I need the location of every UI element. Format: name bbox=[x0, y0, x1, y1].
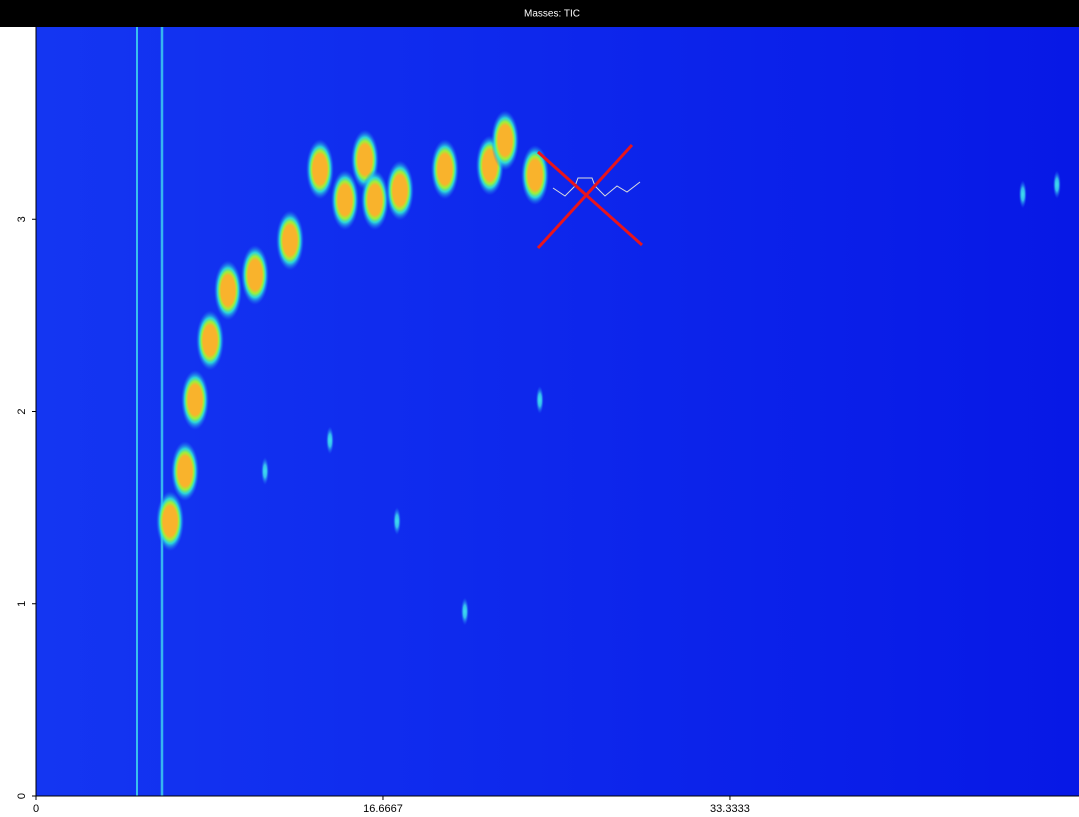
peak bbox=[330, 170, 359, 231]
peak bbox=[491, 110, 520, 171]
peak bbox=[1018, 180, 1027, 209]
peak bbox=[181, 369, 210, 430]
peak bbox=[1052, 170, 1061, 199]
x-tick-label: 33.3333 bbox=[710, 803, 750, 815]
peak bbox=[275, 210, 304, 271]
peak bbox=[156, 491, 185, 552]
peak bbox=[392, 507, 401, 536]
y-tick-label: 2 bbox=[16, 408, 28, 414]
title-bar bbox=[0, 0, 1079, 27]
peak bbox=[325, 426, 334, 455]
cross-line bbox=[536, 143, 634, 250]
peak bbox=[460, 597, 469, 626]
x-tick-label: 16.6667 bbox=[363, 803, 403, 815]
peak bbox=[261, 457, 270, 486]
chart-title: Masses: TIC bbox=[524, 9, 580, 20]
peak bbox=[360, 170, 389, 231]
peak bbox=[171, 441, 200, 502]
y-tick-label: 1 bbox=[16, 601, 28, 607]
peak bbox=[430, 139, 459, 200]
cross-line bbox=[537, 150, 643, 247]
peak bbox=[196, 310, 225, 371]
peak bbox=[385, 160, 414, 221]
marks bbox=[156, 110, 1061, 626]
annotation bbox=[536, 143, 643, 250]
y-tick-label: 0 bbox=[16, 793, 28, 799]
plot-area bbox=[36, 27, 1079, 796]
peak bbox=[535, 385, 544, 414]
y-tick-label: 3 bbox=[16, 216, 28, 222]
molecule bbox=[552, 177, 641, 197]
x-tick-label: 0 bbox=[33, 803, 39, 815]
peak bbox=[521, 145, 550, 206]
peak bbox=[241, 245, 270, 306]
peak bbox=[305, 139, 334, 200]
peak bbox=[213, 260, 242, 321]
